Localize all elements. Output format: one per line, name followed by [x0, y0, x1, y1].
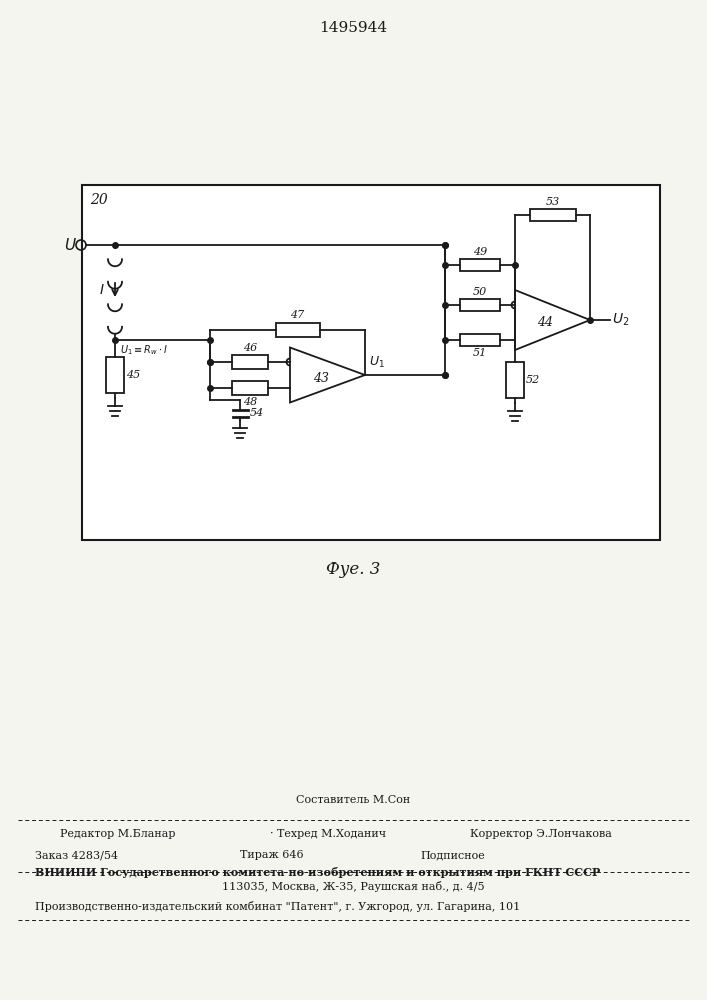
- Bar: [276, 322, 320, 336]
- Text: 46: 46: [243, 343, 257, 353]
- Text: · Техред М.Ходанич: · Техред М.Ходанич: [270, 829, 386, 839]
- Text: 48: 48: [243, 397, 257, 407]
- Bar: [232, 381, 268, 395]
- Text: 1495944: 1495944: [319, 21, 387, 35]
- Polygon shape: [290, 348, 365, 402]
- Text: $I$: $I$: [99, 283, 105, 297]
- Bar: [530, 209, 575, 221]
- Text: 49: 49: [473, 247, 487, 257]
- Text: $U_1$: $U_1$: [369, 355, 385, 370]
- Text: 54: 54: [250, 408, 264, 418]
- Text: 53: 53: [545, 197, 560, 207]
- Polygon shape: [515, 290, 590, 350]
- Text: 43: 43: [313, 371, 329, 384]
- Text: 50: 50: [473, 287, 487, 297]
- Text: 51: 51: [473, 348, 487, 358]
- Text: Редактор М.Бланар: Редактор М.Бланар: [60, 829, 175, 839]
- Text: $U_2$: $U_2$: [612, 312, 629, 328]
- Text: 45: 45: [126, 370, 140, 380]
- Text: 52: 52: [526, 375, 540, 385]
- Text: Тираж 646: Тираж 646: [240, 850, 303, 860]
- Bar: [82, 185, 660, 540]
- Bar: [506, 362, 524, 398]
- Text: 44: 44: [537, 316, 554, 330]
- Text: Корректор Э.Лончакова: Корректор Э.Лончакова: [470, 829, 612, 839]
- Text: ВНИИПИ Государственного комитета по изобретениям и открытиям при ГКНТ СССР: ВНИИПИ Государственного комитета по изоб…: [35, 866, 600, 878]
- Text: Подписное: Подписное: [420, 850, 485, 860]
- Text: $U$: $U$: [64, 237, 77, 253]
- Text: Фуе. 3: Фуе. 3: [326, 562, 380, 578]
- Bar: [460, 299, 500, 311]
- Text: Составитель М.Сон: Составитель М.Сон: [296, 795, 410, 805]
- Bar: [460, 334, 500, 346]
- Text: 47: 47: [291, 310, 305, 320]
- Text: 20: 20: [90, 193, 107, 207]
- Bar: [460, 259, 500, 271]
- Text: $U_1 \equiv R_w \cdot I$: $U_1 \equiv R_w \cdot I$: [120, 343, 168, 357]
- Bar: [232, 355, 268, 369]
- Text: 113035, Москва, Ж-35, Раушская наб., д. 4/5: 113035, Москва, Ж-35, Раушская наб., д. …: [222, 880, 484, 892]
- Text: Производственно-издательский комбинат "Патент", г. Ужгород, ул. Гагарина, 101: Производственно-издательский комбинат "П…: [35, 900, 520, 912]
- Bar: [106, 357, 124, 393]
- Text: Заказ 4283/54: Заказ 4283/54: [35, 850, 118, 860]
